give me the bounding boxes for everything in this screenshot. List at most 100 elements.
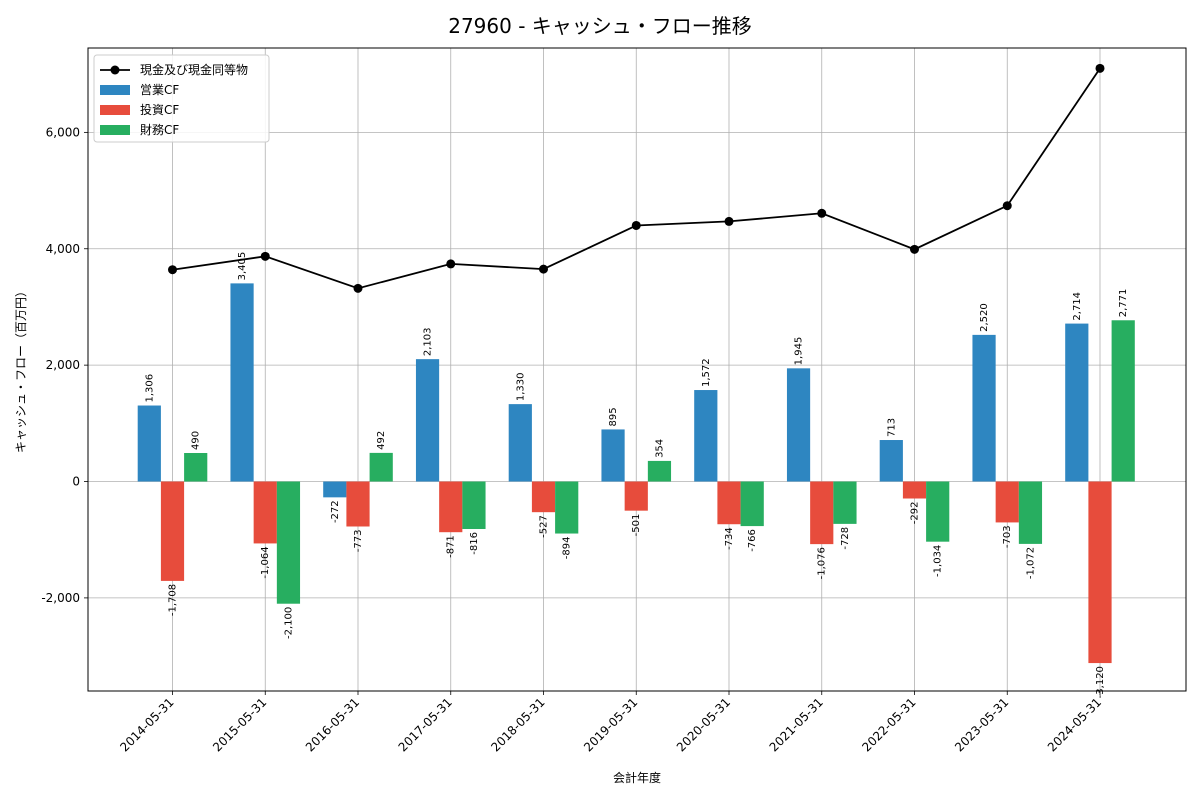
bar bbox=[833, 481, 857, 524]
data-label: -703 bbox=[1002, 525, 1013, 548]
bar bbox=[462, 481, 486, 529]
bar bbox=[624, 481, 648, 511]
bar bbox=[810, 481, 834, 545]
data-label: -816 bbox=[469, 532, 480, 555]
legend-marker bbox=[110, 65, 120, 75]
data-label: 895 bbox=[608, 407, 619, 426]
bar bbox=[439, 481, 463, 533]
line-point bbox=[168, 265, 177, 275]
data-label: 2,520 bbox=[979, 303, 990, 332]
data-label: 354 bbox=[654, 439, 665, 458]
bar bbox=[1065, 323, 1089, 482]
line-point bbox=[910, 244, 919, 254]
data-label: -734 bbox=[724, 527, 735, 550]
legend-label: 営業CF bbox=[140, 83, 179, 97]
data-label: -292 bbox=[910, 502, 921, 525]
x-tick-label: 2017-05-31 bbox=[396, 695, 455, 754]
bar bbox=[369, 452, 393, 482]
bar bbox=[230, 283, 254, 482]
data-label: 1,330 bbox=[515, 372, 526, 401]
x-tick-label: 2021-05-31 bbox=[767, 695, 826, 754]
data-label: 3,405 bbox=[237, 252, 248, 281]
data-label: -1,034 bbox=[933, 545, 944, 577]
line-point bbox=[260, 251, 270, 261]
y-tick-label: 6,000 bbox=[46, 125, 80, 139]
line-point bbox=[446, 259, 456, 269]
bar bbox=[972, 334, 996, 482]
x-tick-label: 2015-05-31 bbox=[210, 695, 269, 754]
line-point bbox=[631, 220, 641, 230]
data-label: -527 bbox=[539, 515, 550, 538]
legend-box bbox=[93, 54, 270, 143]
x-tick-label: 2019-05-31 bbox=[581, 695, 640, 754]
line-point bbox=[353, 283, 363, 293]
data-label: 1,306 bbox=[144, 374, 155, 403]
bar bbox=[879, 440, 903, 482]
y-tick-label: -2,000 bbox=[41, 591, 80, 605]
data-label: -3,120 bbox=[1095, 666, 1106, 698]
x-tick-label: 2024-05-31 bbox=[1045, 695, 1104, 754]
data-label: -1,072 bbox=[1025, 547, 1036, 579]
data-label: -1,076 bbox=[817, 547, 828, 579]
bar bbox=[694, 390, 718, 482]
line-point bbox=[817, 208, 827, 218]
data-label: 1,572 bbox=[701, 358, 712, 387]
data-label: -1,708 bbox=[168, 584, 179, 616]
plot-frame bbox=[87, 47, 1187, 692]
data-label: 1,945 bbox=[794, 337, 805, 366]
data-label: 713 bbox=[886, 418, 897, 437]
bar bbox=[555, 481, 579, 534]
grid-lines bbox=[88, 48, 1186, 691]
data-label: -728 bbox=[840, 527, 851, 550]
x-tick-label: 2022-05-31 bbox=[859, 695, 918, 754]
bar bbox=[276, 481, 301, 604]
bar bbox=[137, 405, 161, 482]
bar bbox=[253, 481, 277, 544]
bar bbox=[717, 481, 741, 525]
bar bbox=[346, 481, 370, 527]
legend-swatch bbox=[100, 125, 130, 135]
x-tick-label: 2016-05-31 bbox=[303, 695, 362, 754]
bar bbox=[601, 429, 625, 482]
data-label: -766 bbox=[747, 529, 758, 552]
chart-title: 27960 - キャッシュ・フロー推移 bbox=[448, 14, 752, 38]
bar bbox=[508, 404, 532, 482]
bars-layer bbox=[137, 283, 1135, 664]
data-label: 492 bbox=[376, 431, 387, 450]
data-label: -773 bbox=[353, 529, 364, 552]
data-label: 2,714 bbox=[1072, 292, 1083, 321]
line-point bbox=[1002, 201, 1012, 211]
bar bbox=[184, 453, 208, 482]
x-axis-ticks: 2014-05-31 2015-05-31 2016-05-31 2017-05-31… bbox=[117, 691, 1104, 754]
bar bbox=[1018, 481, 1043, 544]
data-label: -1,064 bbox=[260, 546, 271, 578]
y-axis-ticks: -2,000 0 2,000 4,000 6,000 bbox=[41, 125, 88, 605]
bar bbox=[647, 460, 672, 482]
data-label: -894 bbox=[562, 537, 573, 560]
data-labels-layer: 1,306 3,405 -272 2,103 1,330 895 1,572 1,945 713… bbox=[144, 252, 1129, 699]
data-label: -272 bbox=[330, 500, 341, 523]
legend-label: 財務CF bbox=[140, 122, 179, 137]
y-tick-label: 2,000 bbox=[46, 358, 80, 372]
data-label: -2,100 bbox=[283, 607, 294, 639]
data-label: 2,771 bbox=[1118, 289, 1129, 318]
legend-label: 投資CF bbox=[140, 102, 179, 117]
bar bbox=[415, 359, 440, 482]
line-series-layer bbox=[168, 63, 1105, 293]
bar bbox=[531, 481, 556, 513]
bar bbox=[902, 481, 927, 499]
legend-swatch bbox=[100, 105, 130, 115]
legend-label: 現金及び現金同等物 bbox=[140, 62, 248, 77]
data-label: 2,103 bbox=[423, 328, 434, 357]
bar bbox=[160, 481, 185, 581]
data-label: 490 bbox=[191, 431, 202, 450]
y-axis-label: キャッシュ・フロー（百万円） bbox=[14, 285, 28, 453]
line-point bbox=[539, 264, 548, 274]
data-label: -871 bbox=[446, 535, 457, 558]
bar bbox=[740, 481, 764, 527]
bar bbox=[926, 481, 950, 542]
x-tick-label: 2018-05-31 bbox=[488, 695, 547, 754]
